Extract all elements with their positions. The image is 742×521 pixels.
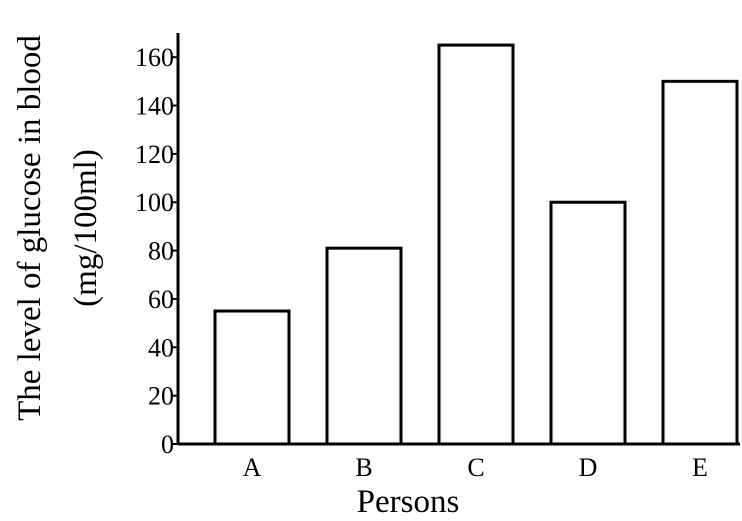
y-tick-label-120: 120: [135, 140, 174, 169]
y-tick-label-60: 60: [148, 285, 174, 314]
y-tick-label-20: 20: [148, 382, 174, 411]
x-tick-label-e: E: [692, 453, 708, 482]
bar-c: [437, 43, 515, 446]
y-tick-label-160: 160: [135, 43, 174, 72]
bar-e: [661, 79, 739, 446]
bars: [213, 43, 739, 446]
y-tick-label-80: 80: [148, 237, 174, 266]
x-tick-label-a: A: [243, 453, 262, 482]
bar-b: [325, 246, 403, 446]
x-axis-tick-labels: A B C D E: [243, 453, 708, 482]
y-tick-label-0: 0: [161, 430, 174, 459]
bar-a: [213, 309, 291, 446]
y-tick-label-140: 140: [135, 92, 174, 121]
y-tick-label-40: 40: [148, 333, 174, 362]
y-tick-label-100: 100: [135, 188, 174, 217]
y-axis-title-line-1: The level of glucose in blood: [12, 35, 48, 421]
x-tick-label-d: D: [579, 453, 598, 482]
bar-d: [549, 200, 627, 446]
x-tick-label-b: B: [355, 453, 372, 482]
x-axis-title: Persons: [357, 484, 460, 520]
y-axis-ticks: 0 20 40 60 80 100 120 140 160: [135, 43, 178, 459]
x-tick-label-c: C: [467, 453, 484, 482]
y-axis-title-line-2: (mg/100ml): [68, 149, 104, 307]
y-axis-title: The level of glucose in blood (mg/100ml): [12, 35, 104, 421]
